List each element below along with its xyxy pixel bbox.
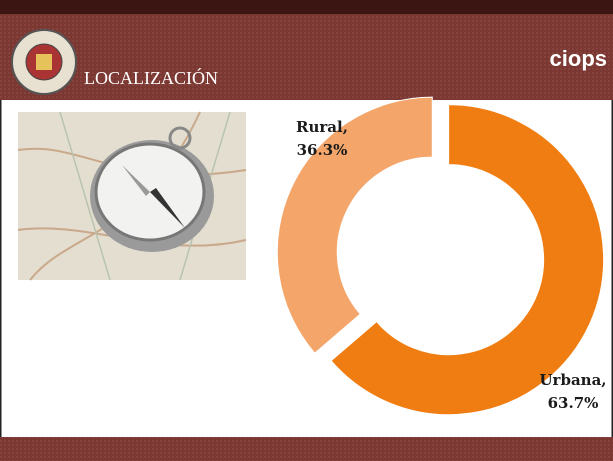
slide: LOCALIZACIÓN ciops Rural, 36.3% Urbana, 63.… — [0, 0, 613, 461]
footer-band — [0, 437, 613, 461]
data-label-value: 36.3% — [297, 141, 348, 159]
logo: ciops — [550, 46, 607, 71]
university-seal — [12, 30, 76, 94]
compass-image — [18, 112, 246, 280]
data-label-value: 63.7% — [548, 394, 599, 412]
page: LOCALIZACIÓN ciops Rural, 36.3% Urbana, 63.… — [0, 0, 613, 461]
header-top-strip — [0, 0, 613, 14]
data-label-category: Urbana, — [539, 371, 606, 389]
data-label-category: Rural, — [296, 118, 348, 136]
slide-title: LOCALIZACIÓN — [84, 67, 218, 88]
